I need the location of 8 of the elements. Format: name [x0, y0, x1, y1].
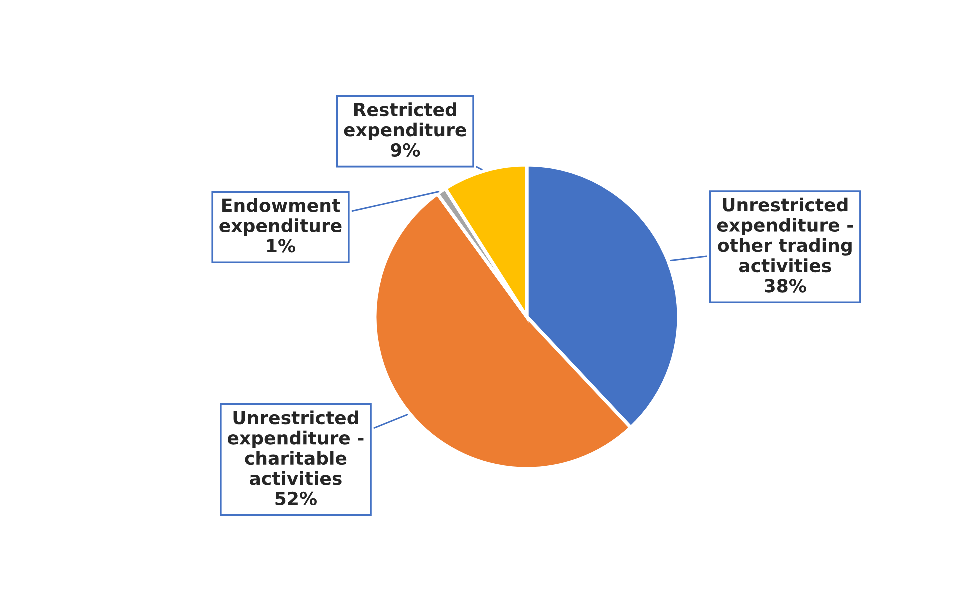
slice-label: Unrestricted expenditure - other trading activities [717, 198, 854, 273]
data-label: 9% [391, 143, 420, 158]
slice-label: Endowment expenditure [220, 198, 342, 236]
slice-label: Unrestricted expenditure - charitable activities [228, 410, 364, 486]
data-label: 38% [765, 279, 806, 293]
slice-label: Restricted expenditure [344, 102, 466, 140]
data-label: 1% [267, 239, 296, 253]
data-label: 52% [276, 492, 317, 506]
